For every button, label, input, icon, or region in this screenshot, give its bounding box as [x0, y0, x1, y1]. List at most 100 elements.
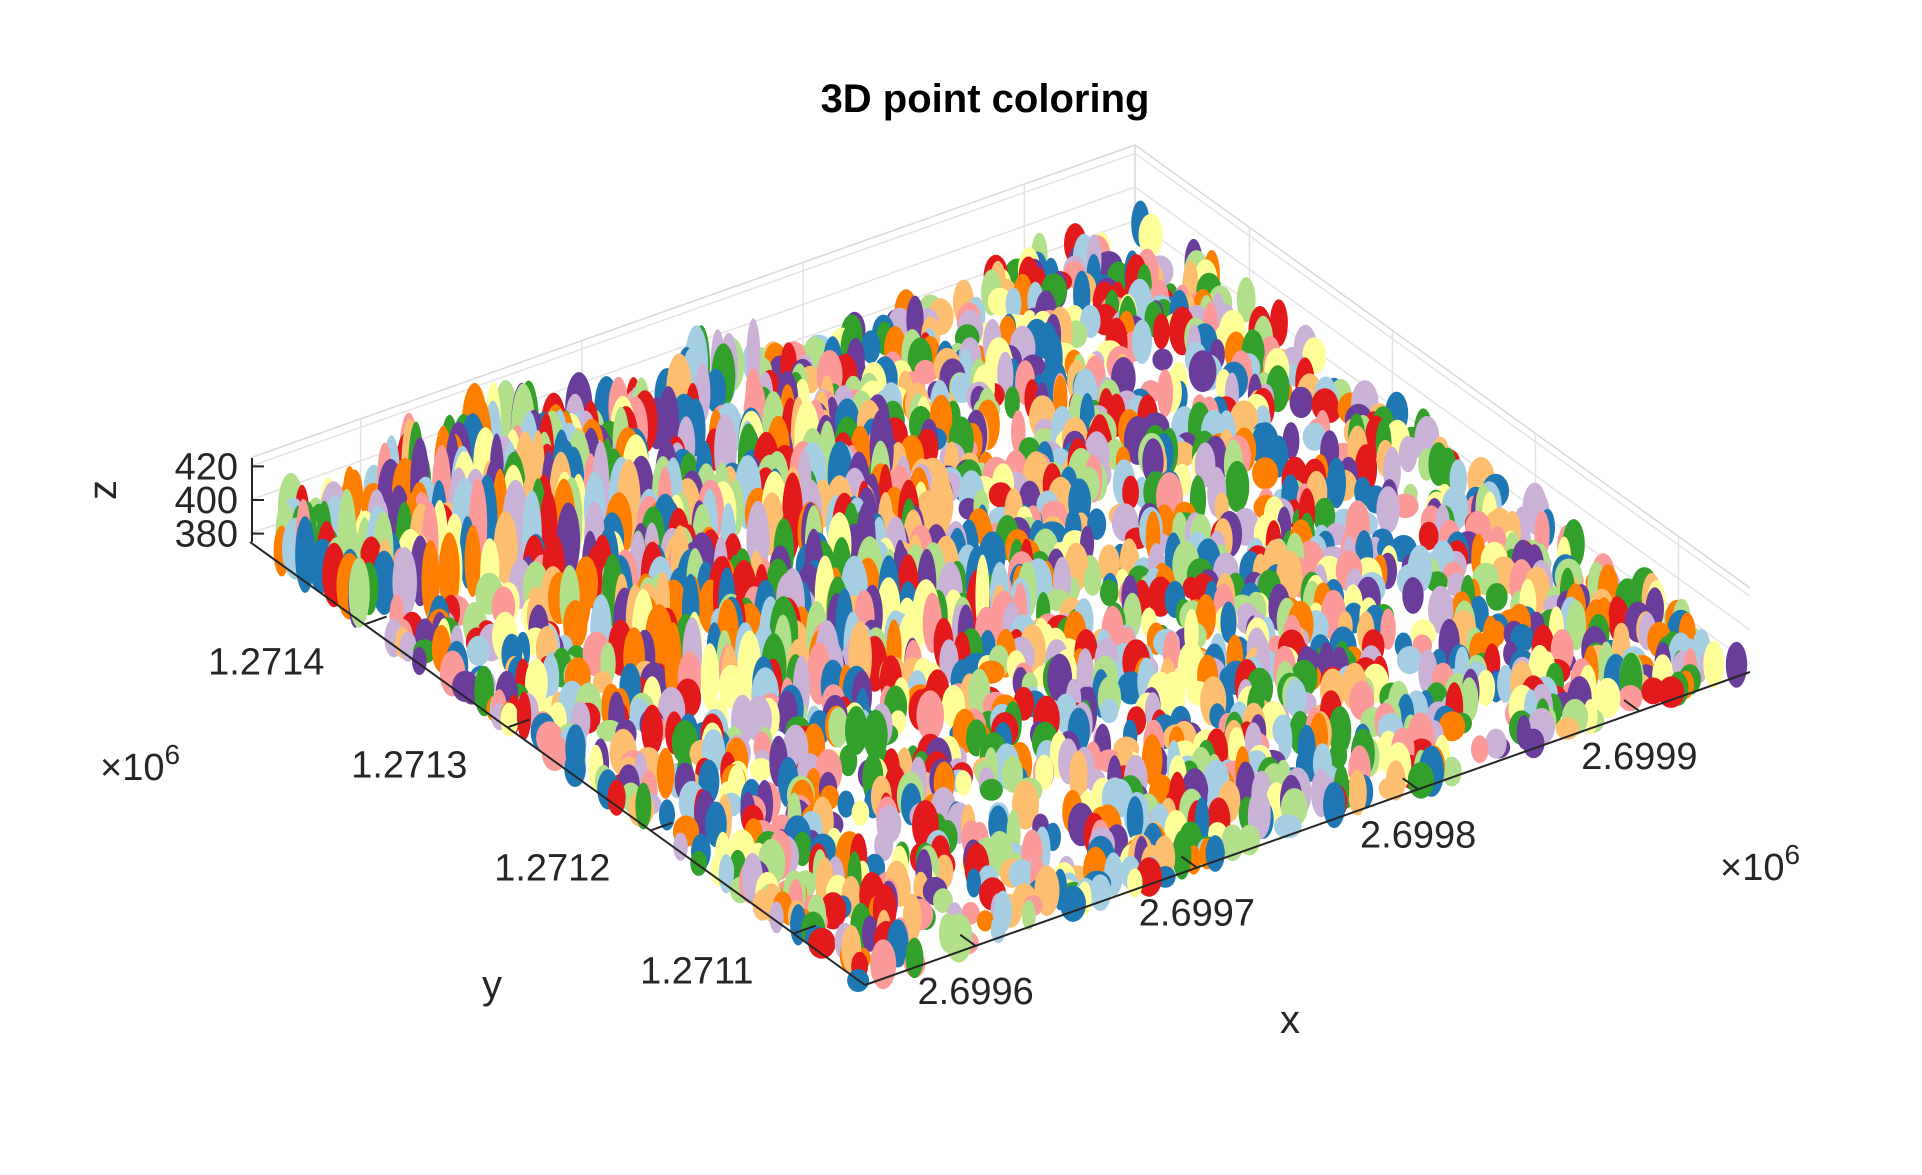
y-tick-mark: [793, 924, 816, 935]
tree-point-cluster: [1076, 648, 1094, 699]
tree-point-cluster: [955, 770, 972, 796]
tree-point-cluster: [664, 622, 682, 705]
tree-point-cluster: [1522, 728, 1545, 759]
tree-point-cluster: [933, 888, 953, 913]
grid-line: [1134, 186, 1751, 631]
tree-point-cluster: [1098, 544, 1120, 584]
tree-point-cluster: [1438, 711, 1466, 742]
tree-point-cluster: [1328, 706, 1352, 755]
x-tick-mark: [959, 933, 977, 947]
y-axis-label: y: [482, 963, 502, 1007]
tree-point-cluster: [1122, 475, 1139, 510]
tree-point-cluster: [438, 532, 460, 613]
tree-point-cluster: [1278, 719, 1293, 761]
tree-point-cluster: [466, 635, 491, 667]
tree-point-cluster: [1205, 835, 1225, 872]
tree-point-cluster: [1418, 521, 1439, 551]
tree-point-cluster: [641, 704, 663, 756]
tree-point-cluster: [1485, 583, 1508, 611]
tree-point-cluster: [1047, 653, 1073, 703]
tree-point-cluster: [845, 706, 868, 755]
grid-line: [1134, 144, 1751, 589]
tree-point-cluster: [1035, 754, 1054, 790]
tree-point-cluster: [1376, 486, 1400, 534]
tree-point-cluster: [1497, 665, 1514, 703]
y-tick-mark: [364, 615, 387, 626]
tree-point-cluster: [1236, 277, 1256, 323]
tree-point-cluster: [874, 829, 894, 862]
tree-point-cluster: [1100, 698, 1119, 724]
x-tick-label: 2.6997: [1139, 893, 1255, 935]
tree-point-cluster: [705, 368, 727, 413]
tree-point-cluster: [1385, 760, 1406, 801]
tree-point-cluster: [1657, 676, 1685, 708]
tree-point-cluster: [839, 744, 858, 777]
tree-point-cluster: [1138, 213, 1163, 258]
y-tick-label: 1.2713: [351, 744, 467, 786]
tree-point-cluster: [1004, 386, 1020, 419]
tree-point-cluster: [979, 778, 1003, 801]
x-multiplier-text: ×10: [1720, 847, 1784, 889]
z-tick-label: 400: [175, 480, 238, 522]
tree-point-cluster: [749, 758, 773, 781]
tree-point-cluster: [1172, 830, 1192, 880]
tree-point-cluster: [808, 927, 836, 959]
point-cloud: [273, 200, 1748, 992]
y-tick-mark: [650, 821, 673, 832]
tree-point-cluster: [564, 751, 586, 787]
tree-point-cluster: [837, 790, 855, 818]
y-tick-mark: [507, 718, 530, 729]
tree-point-cluster: [1397, 646, 1422, 675]
y-axis-line: [249, 541, 866, 986]
tree-point-cluster: [828, 707, 849, 748]
tree-point-cluster: [1441, 756, 1462, 787]
tree-point-cluster: [1252, 457, 1279, 490]
x-tick-label: 2.6999: [1581, 736, 1697, 778]
y-axis-multiplier: ×106: [100, 739, 180, 789]
tree-point-cluster: [769, 901, 784, 934]
tree-point-cluster: [1089, 874, 1112, 911]
tree-point-cluster: [1618, 685, 1643, 712]
tree-point-cluster: [987, 287, 1012, 316]
tree-point-cluster: [1221, 824, 1244, 861]
tree-point-cluster: [500, 702, 519, 737]
tree-point-cluster: [1566, 600, 1587, 651]
tree-point-cluster: [635, 782, 652, 830]
tree-point-cluster: [1460, 677, 1479, 722]
y-tick-label: 1.2711: [640, 950, 753, 992]
tree-point-cluster: [1099, 579, 1119, 606]
tree-point-cluster: [916, 690, 944, 742]
tree-point-cluster: [412, 646, 427, 676]
tree-point-cluster: [1703, 640, 1725, 689]
x-tick-label: 2.6996: [918, 971, 1034, 1013]
tree-point-cluster: [1725, 641, 1748, 688]
z-tick-label: 420: [175, 446, 238, 488]
tree-point-cluster: [1380, 608, 1396, 650]
grid-line: [249, 152, 1136, 468]
grid-line: [1134, 152, 1751, 598]
tree-point-cluster: [348, 557, 370, 628]
tree-point-cluster: [1188, 350, 1217, 393]
tree-point-cluster: [976, 910, 994, 932]
axes: 2.6996 2.6997 2.6998 2.6999 1.2711 1.2712 1.27…: [175, 446, 1751, 1013]
tree-point-cluster: [966, 868, 982, 898]
tree-point-cluster: [1220, 601, 1237, 644]
tree-point-cluster: [517, 691, 532, 740]
x-axis-multiplier: ×106: [1720, 839, 1800, 889]
tree-point-cluster: [1225, 460, 1250, 513]
tree-point-cluster: [1285, 678, 1307, 718]
tree-point-cluster: [1327, 457, 1346, 509]
tree-point-cluster: [656, 747, 675, 799]
x-tick-mark: [1180, 855, 1198, 869]
tree-point-cluster: [1348, 769, 1367, 816]
z-axis-label: z: [81, 480, 125, 500]
tree-point-cluster: [700, 643, 720, 711]
x-tick-mark: [1402, 777, 1419, 791]
tree-point-cluster: [1583, 699, 1598, 735]
tree-point-cluster: [690, 850, 708, 876]
tree-point-cluster: [863, 709, 888, 761]
tree-point-cluster: [464, 524, 481, 597]
tree-point-cluster: [1060, 885, 1086, 922]
tree-point-cluster: [1594, 677, 1621, 719]
